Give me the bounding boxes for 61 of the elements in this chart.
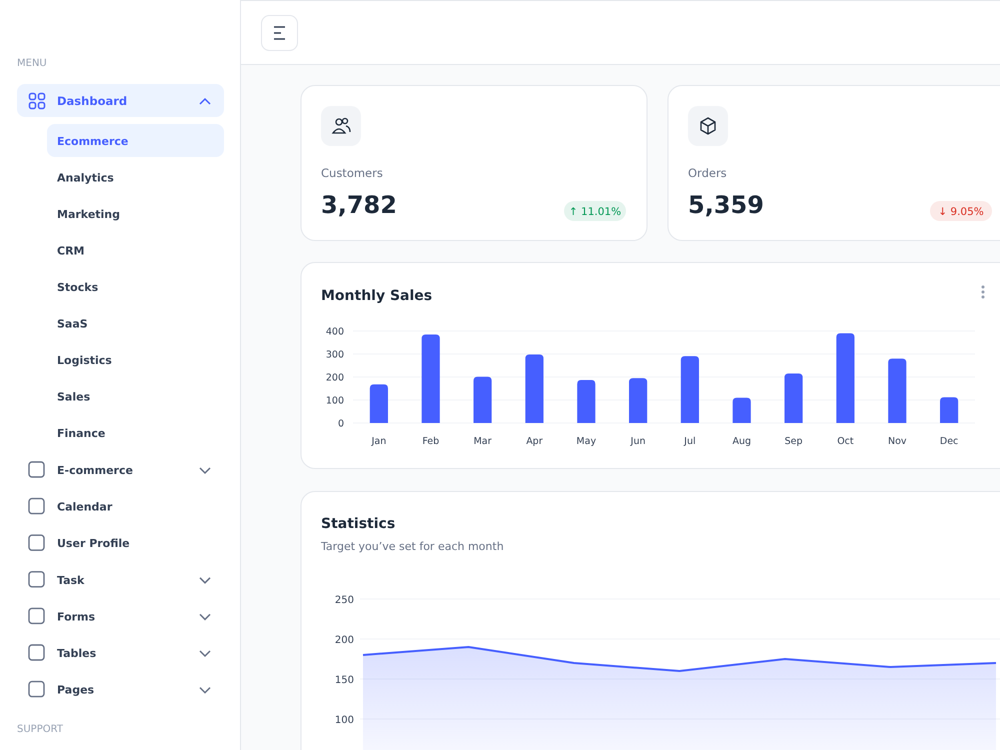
x-tick-label: Nov [888, 436, 907, 447]
bar [680, 356, 699, 423]
y-tick-label: 100 [326, 396, 344, 406]
text: Stocks [57, 281, 99, 294]
text: Pages [57, 684, 95, 697]
text: Forms [57, 610, 96, 624]
y-tick-label: 100 [334, 715, 354, 726]
text: Tables [57, 647, 97, 660]
chart-title: Monthly Sales [321, 288, 432, 304]
x-tick-label: Dec [940, 436, 958, 447]
bar [888, 358, 906, 423]
text: Ecommerce [57, 135, 128, 148]
x-tick-label: Jul [683, 436, 696, 447]
bar [940, 397, 958, 423]
y-tick-label: 250 [334, 595, 354, 606]
text: Marketing [57, 208, 120, 221]
text: E-commerce [57, 464, 133, 477]
bar [525, 354, 544, 423]
x-tick-label: Aug [732, 436, 752, 447]
text: Dashboard [57, 94, 128, 108]
y-tick-label: 0 [338, 418, 344, 430]
text: Orders [688, 166, 727, 180]
bar [422, 334, 440, 423]
text: Customers [321, 166, 383, 180]
text: Finance [57, 427, 106, 440]
text: 3,782 [321, 191, 397, 219]
x-tick-label: Jan [370, 436, 386, 447]
chart-subtitle: Target you’ve set for each month [320, 540, 504, 553]
text: MENU [17, 58, 47, 69]
text: 5,359 [688, 191, 764, 219]
x-tick-label: Feb [422, 436, 440, 447]
text: User Profile [57, 537, 130, 550]
x-tick-label: May [576, 436, 596, 447]
text: Analytics [57, 172, 114, 184]
bar [577, 380, 596, 423]
text: SaaS [57, 318, 88, 330]
x-tick-label: Apr [526, 436, 543, 447]
text: ↓ 9.05% [938, 206, 984, 218]
bar [629, 378, 648, 423]
y-tick-label: 200 [334, 635, 354, 646]
x-tick-label: Mar [474, 436, 492, 447]
text: CRM [57, 244, 84, 258]
y-tick-label: 300 [326, 350, 344, 360]
bar [370, 384, 388, 423]
text: Calendar [57, 500, 113, 514]
y-tick-label: 150 [334, 675, 354, 686]
y-tick-label: 400 [326, 326, 344, 338]
bar [732, 398, 751, 423]
text: Logistics [57, 354, 112, 367]
text: Sales [57, 390, 91, 404]
chart-title: Statistics [321, 516, 396, 532]
x-tick-label: Sep [784, 436, 803, 447]
x-tick-label: Oct [837, 436, 854, 447]
bar [836, 333, 854, 423]
text: SUPPORT [17, 724, 64, 735]
text: Task [57, 574, 86, 587]
bar [784, 374, 803, 423]
text: ↑ 11.01% [568, 206, 622, 218]
bar [474, 376, 492, 423]
y-tick-label: 200 [326, 372, 344, 384]
x-tick-label: Jun [630, 436, 646, 447]
